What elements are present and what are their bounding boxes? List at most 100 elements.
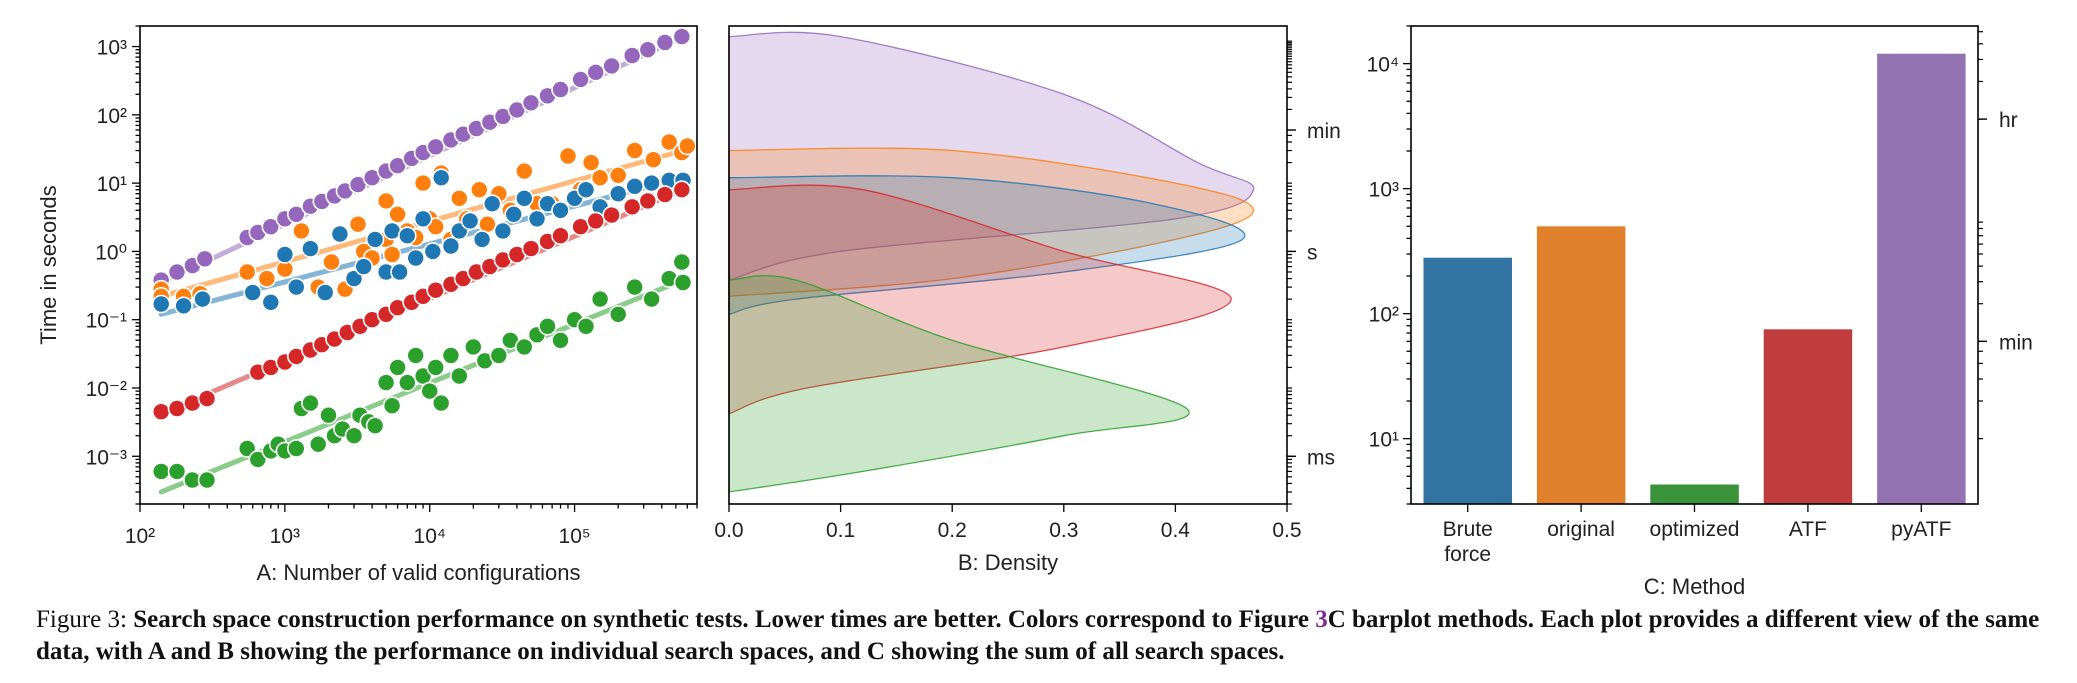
plot-frame-b [728,25,1288,505]
data-point [388,358,407,377]
x-tick-label: 10² [125,525,155,548]
data-point [261,292,281,312]
x-tick-label: 0.4 [1161,519,1191,542]
data-point [642,289,661,309]
data-point [472,230,492,249]
data-point [330,224,350,244]
data-point [625,277,645,297]
x-tick-label: 0.5 [1272,519,1301,542]
y-tick-label: 10³ [97,37,127,60]
data-point [397,373,417,392]
data-point [382,396,402,416]
data-point [348,214,368,234]
x-tick-label: 10⁵ [559,525,591,548]
data-point [319,405,338,425]
data-point [344,269,364,288]
data-point [586,211,606,231]
bar-2 [1650,484,1739,504]
data-point [382,245,402,264]
data-point [602,56,621,76]
x-tick-label: 0.2 [938,519,967,542]
data-point [659,132,679,152]
data-point [151,294,171,314]
data-point [151,402,171,422]
data-point [672,27,692,46]
data-point [581,153,601,172]
right-tick-label: min [1307,120,1341,143]
data-point [197,389,217,408]
x-tick-label: 0.3 [1049,519,1078,542]
figure-canvas: 10² 10³ 10⁴ 10⁵ 10⁻³ 10⁻² 10⁻¹ 10⁰ 10¹ 10² 10³ A: N… [36,25,2033,599]
y-tick-label: 10⁴ [1367,54,1399,77]
y-tick-label: 10² [97,105,127,128]
x-category-label: ATF [1789,518,1827,541]
data-point [489,346,509,365]
data-point [344,426,364,446]
density-area-4 [728,275,1190,493]
data-point [413,209,433,229]
data-point [423,242,443,261]
data-point [576,316,596,336]
x-category-label: optimized [1650,518,1740,541]
data-point [397,226,417,245]
panel-b-density: 0.0 0.1 0.2 0.3 0.4 0.5 min s ms B: Density [714,25,1341,575]
y-tick-label: 10⁻² [86,378,127,401]
data-point [551,80,570,99]
data-point [449,189,469,208]
data-point [286,439,306,458]
data-point [441,236,461,256]
data-point [431,168,451,187]
caption-label: Figure 3: [36,606,134,633]
right-tick-label: min [1999,331,2033,354]
caption-figure-ref-link[interactable]: 3 [1315,606,1328,633]
data-point [248,450,268,469]
data-point [413,173,433,193]
data-point [365,230,385,249]
data-point [426,358,446,377]
data-point [286,205,306,224]
data-point [151,462,171,481]
data-point [257,269,277,288]
data-point [677,136,697,156]
bar-3 [1763,329,1853,504]
data-point [514,189,534,208]
data-point [576,180,596,199]
data-point [322,252,341,272]
data-point [460,211,480,231]
data-point [426,137,446,157]
density-area-2 [728,175,1246,316]
data-point [463,337,483,357]
data-point [638,40,658,60]
data-point [551,330,570,350]
data-point [514,337,534,357]
data-point [365,416,385,436]
plot-frame-c [1410,25,1979,505]
bar-4 [1877,53,1966,504]
data-point [482,194,502,213]
data-point [195,249,215,269]
data-point [167,262,187,282]
data-point [521,239,541,258]
data-point [504,205,524,224]
right-tick-label: hr [1999,109,2018,132]
y-tick-label: 10² [1369,304,1399,327]
data-point [308,434,328,454]
data-point [301,239,320,258]
caption-text-part2: C barplot methods. Each plot provides a … [36,606,2040,665]
y-tick-label: 10⁻¹ [86,310,127,333]
data-point [672,252,692,272]
data-point [243,283,262,302]
y-tick-label: 10⁻³ [86,446,127,469]
data-point [625,177,645,196]
x-category-label: Brute [1443,518,1493,541]
data-point [382,221,402,241]
data-point [237,262,257,282]
data-point [441,346,461,365]
data-point [622,197,642,217]
data-point [673,273,693,292]
panel-a-scatter: 10² 10³ 10⁴ 10⁵ 10⁻³ 10⁻² 10⁻¹ 10⁰ 10¹ 10² 10³ A: N… [36,25,698,585]
data-point [406,346,426,365]
density-area-3 [728,184,1232,415]
data-point [261,217,281,236]
